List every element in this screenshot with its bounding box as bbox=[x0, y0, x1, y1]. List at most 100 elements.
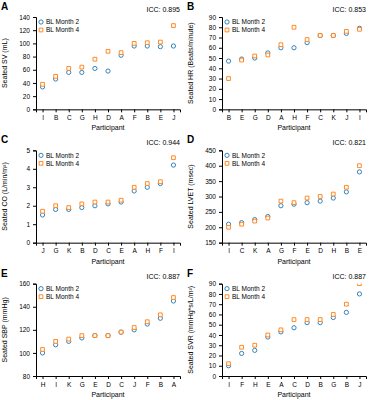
tick-label: 70 bbox=[209, 34, 217, 41]
point bbox=[227, 225, 231, 229]
point bbox=[357, 170, 361, 174]
tick-label: G bbox=[80, 114, 85, 121]
tick-label: F bbox=[159, 247, 163, 254]
panel-title: C bbox=[1, 134, 8, 145]
tick: C bbox=[106, 243, 111, 255]
tick-mark bbox=[56, 376, 57, 379]
tick-mark bbox=[242, 243, 243, 246]
tick-mark bbox=[33, 83, 36, 84]
series bbox=[40, 163, 175, 217]
legend-symbol bbox=[39, 153, 43, 157]
tick-label: F bbox=[133, 114, 137, 121]
tick-mark bbox=[33, 376, 36, 377]
tick-label: E bbox=[305, 247, 310, 254]
point bbox=[266, 53, 270, 57]
point bbox=[292, 318, 296, 322]
point bbox=[106, 49, 110, 53]
tick: 450 bbox=[205, 147, 222, 154]
tick-label: 60 bbox=[209, 44, 217, 51]
tick: F bbox=[306, 109, 310, 121]
tick: G bbox=[54, 243, 59, 255]
tick-label: D bbox=[318, 247, 323, 254]
tick: K bbox=[332, 109, 337, 121]
point bbox=[227, 362, 231, 366]
tick: 300 bbox=[205, 193, 222, 200]
legend-item: BL Month 2 bbox=[39, 18, 79, 25]
tick-label: 70 bbox=[209, 301, 217, 308]
annotation: ICC: 0.853 bbox=[333, 6, 367, 13]
legend-label: BL Month 4 bbox=[232, 293, 265, 300]
tick: I bbox=[55, 376, 57, 388]
tick: 0 bbox=[26, 239, 36, 246]
tick-label: 10 bbox=[209, 96, 217, 103]
tick-label: D bbox=[106, 114, 111, 121]
point bbox=[292, 25, 296, 29]
legend-item: BL Month 4 bbox=[39, 26, 79, 33]
tick: H bbox=[253, 376, 258, 388]
tick-label: J bbox=[133, 381, 136, 388]
point bbox=[266, 333, 270, 337]
point bbox=[158, 40, 162, 44]
x-axis-title: Participant bbox=[277, 124, 310, 132]
tick: F bbox=[146, 376, 150, 388]
tick-label: C bbox=[240, 247, 245, 254]
tick-label: A bbox=[172, 381, 177, 388]
tick: D bbox=[305, 376, 310, 388]
tick-mark bbox=[33, 187, 36, 188]
tick: H bbox=[331, 243, 336, 255]
tick-mark bbox=[121, 243, 122, 246]
x-axis: JGKBDCEAHFI bbox=[37, 243, 181, 255]
tick-label: K bbox=[332, 114, 337, 121]
point bbox=[67, 67, 71, 71]
tick: A bbox=[119, 109, 124, 121]
y-axis-title: Seated HR (Beats/minute) bbox=[187, 22, 195, 104]
tick-mark bbox=[333, 243, 334, 246]
tick: 160 bbox=[19, 280, 36, 287]
axis-line bbox=[223, 377, 367, 380]
tick: 0 bbox=[212, 106, 222, 113]
tick-mark bbox=[121, 109, 122, 112]
tick: C bbox=[292, 376, 297, 388]
tick-label: 60 bbox=[209, 311, 217, 318]
point bbox=[240, 351, 244, 355]
panel-title: D bbox=[187, 134, 194, 145]
tick-mark bbox=[160, 109, 161, 112]
tick-label: 80 bbox=[209, 24, 217, 31]
tick: 140 bbox=[19, 14, 36, 21]
y-axis: 150200250300350400450 bbox=[205, 147, 222, 246]
point bbox=[305, 38, 309, 42]
tick-label: A bbox=[119, 114, 124, 121]
tick: 2 bbox=[26, 202, 36, 209]
tick-mark bbox=[359, 243, 360, 246]
tick-label: A bbox=[266, 247, 271, 254]
tick-label: 450 bbox=[205, 147, 216, 154]
point bbox=[119, 198, 123, 202]
axis-line bbox=[33, 151, 37, 243]
point bbox=[279, 328, 283, 332]
point bbox=[292, 326, 296, 330]
tick-label: 140 bbox=[19, 303, 30, 310]
tick-label: B bbox=[345, 247, 349, 254]
plot-area bbox=[226, 25, 361, 80]
tick-label: K bbox=[253, 247, 258, 254]
x-axis: ICKAGFEDHBE bbox=[223, 243, 367, 255]
tick-mark bbox=[33, 169, 36, 170]
tick: G bbox=[80, 109, 85, 121]
point bbox=[279, 199, 283, 203]
tick-mark bbox=[173, 376, 174, 379]
legend-symbol bbox=[225, 20, 229, 24]
tick-mark bbox=[219, 181, 222, 182]
tick: 30 bbox=[209, 75, 222, 82]
tick: F bbox=[240, 376, 244, 388]
point bbox=[106, 69, 110, 73]
tick: 100 bbox=[19, 40, 36, 47]
legend-symbol bbox=[39, 28, 43, 32]
tick-mark bbox=[268, 376, 269, 379]
tick: E bbox=[159, 109, 164, 121]
tick-mark bbox=[33, 43, 36, 44]
point bbox=[132, 326, 136, 330]
point bbox=[358, 27, 362, 31]
tick-mark bbox=[268, 109, 269, 112]
tick-mark bbox=[95, 376, 96, 379]
tick-mark bbox=[219, 27, 222, 28]
